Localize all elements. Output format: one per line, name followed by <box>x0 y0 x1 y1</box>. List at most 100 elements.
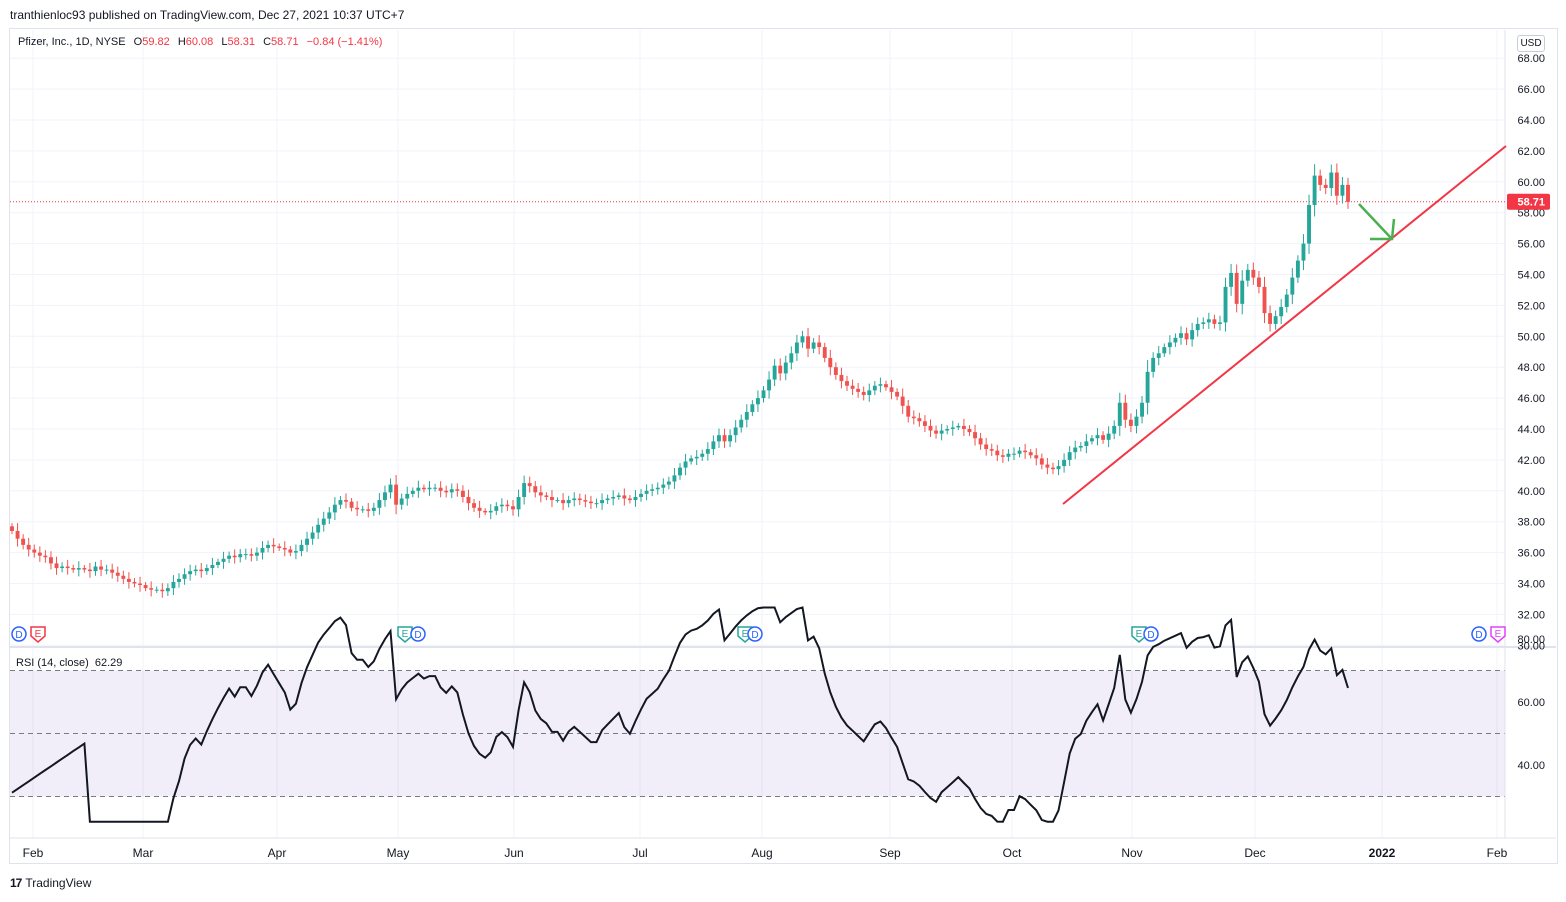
candle-body <box>739 419 744 428</box>
candle-body <box>588 501 593 504</box>
candle-body <box>1218 322 1222 324</box>
tradingview-brand[interactable]: 17 TradingView <box>10 876 91 890</box>
candle-body <box>1039 458 1044 465</box>
candle-body <box>917 418 922 422</box>
candle-body <box>93 566 98 572</box>
candle-body <box>705 449 710 454</box>
price-tick-label: 38.00 <box>1517 517 1545 529</box>
candle-body <box>945 429 950 431</box>
price-tick-label: 56.00 <box>1517 239 1545 251</box>
candle-body <box>806 336 810 349</box>
candle-body <box>594 503 599 505</box>
dividends-circle-icon: D <box>1471 626 1487 642</box>
candle-body <box>238 554 243 558</box>
candle-body <box>366 509 371 511</box>
trendline <box>1062 145 1507 505</box>
candle-body <box>344 500 348 502</box>
candle-body <box>371 507 376 511</box>
currency-button[interactable]: USD <box>1517 35 1545 52</box>
candle-body <box>1268 313 1273 324</box>
candle-body <box>65 566 70 569</box>
price-axis: 68.00 66.00 64.00 62.00 60.00 58.00 56.00 54.00… <box>1507 53 1550 652</box>
candle-body <box>266 544 271 548</box>
candle-body <box>516 496 521 510</box>
candle-body <box>1279 306 1284 317</box>
candle-body <box>627 498 632 501</box>
candle-body <box>154 589 159 591</box>
time-tick-label: Jul <box>632 846 647 860</box>
candle-body <box>1273 316 1278 324</box>
candle-body <box>477 507 482 511</box>
candle-body <box>1295 260 1300 278</box>
rsi-line <box>11 606 1349 823</box>
candle-body <box>76 568 81 570</box>
candle-body <box>1051 467 1055 470</box>
candle-body <box>104 569 109 571</box>
price-tick-label: 36.00 <box>1517 548 1545 560</box>
candle-body <box>227 555 232 559</box>
candle-body <box>293 551 298 553</box>
candle-body <box>1045 464 1050 468</box>
time-tick-label: Mar <box>133 846 154 860</box>
candle-body <box>193 569 198 572</box>
earnings-flag-icon: E <box>397 626 413 643</box>
dividends-circle-icon: D <box>410 626 426 642</box>
candle-body <box>1156 353 1161 358</box>
candle-body <box>310 532 315 539</box>
candle-body <box>911 416 916 419</box>
rsi-legend[interactable]: RSI (14, close) 62.29 <box>16 657 122 669</box>
candle-body <box>1173 337 1178 343</box>
candle-body <box>1062 459 1067 467</box>
candle-body <box>711 441 716 450</box>
candle-body <box>689 458 694 462</box>
candle-body <box>1206 319 1211 323</box>
candle-body <box>1184 333 1189 340</box>
candle-body <box>216 561 220 565</box>
candle-body <box>494 506 499 511</box>
candle-body <box>922 421 927 426</box>
symbol-legend[interactable]: Pfizer, Inc., 1D, NYSE O59.82 H60.08 L58… <box>18 36 382 48</box>
candle-body <box>956 425 961 428</box>
candle-body <box>488 510 493 513</box>
candle-body <box>1000 455 1005 457</box>
candle-body <box>566 500 571 504</box>
candle-body <box>672 475 677 482</box>
candle-body <box>444 490 449 493</box>
rsi-line-layer <box>11 606 1349 823</box>
candle-body <box>583 500 588 502</box>
pane-separator <box>10 30 1556 839</box>
candle-body <box>32 549 37 553</box>
candle-body <box>421 487 426 490</box>
earnings-flag <box>1490 626 1506 643</box>
candle-body <box>160 589 165 592</box>
candle-body <box>761 390 766 399</box>
candle-body <box>934 430 939 434</box>
candle-body <box>110 569 115 573</box>
candle-body <box>533 486 538 493</box>
open-label: O <box>133 36 143 48</box>
candle-body <box>678 467 682 476</box>
candle-body <box>360 509 365 511</box>
candle-body <box>394 484 399 505</box>
candle-body <box>961 425 966 429</box>
time-tick-label: Dec <box>1244 846 1265 860</box>
candle-body <box>433 487 438 489</box>
candle-body <box>772 365 777 380</box>
rsi-tick-label: 80.00 <box>1517 634 1545 646</box>
candle-body <box>210 564 215 569</box>
candle-body <box>1012 453 1016 455</box>
candle-body <box>49 557 53 564</box>
candle-body <box>783 362 788 374</box>
candle-body <box>305 538 309 545</box>
candle-body <box>950 427 955 429</box>
candle-body <box>1240 280 1245 304</box>
candle-body <box>995 450 1000 456</box>
candle-body <box>666 481 671 485</box>
candles <box>10 163 1350 598</box>
candle-body <box>271 544 276 547</box>
candle-body <box>728 435 733 442</box>
candle-body <box>1195 323 1200 331</box>
candle-body <box>54 563 59 569</box>
candle-body <box>71 568 76 570</box>
